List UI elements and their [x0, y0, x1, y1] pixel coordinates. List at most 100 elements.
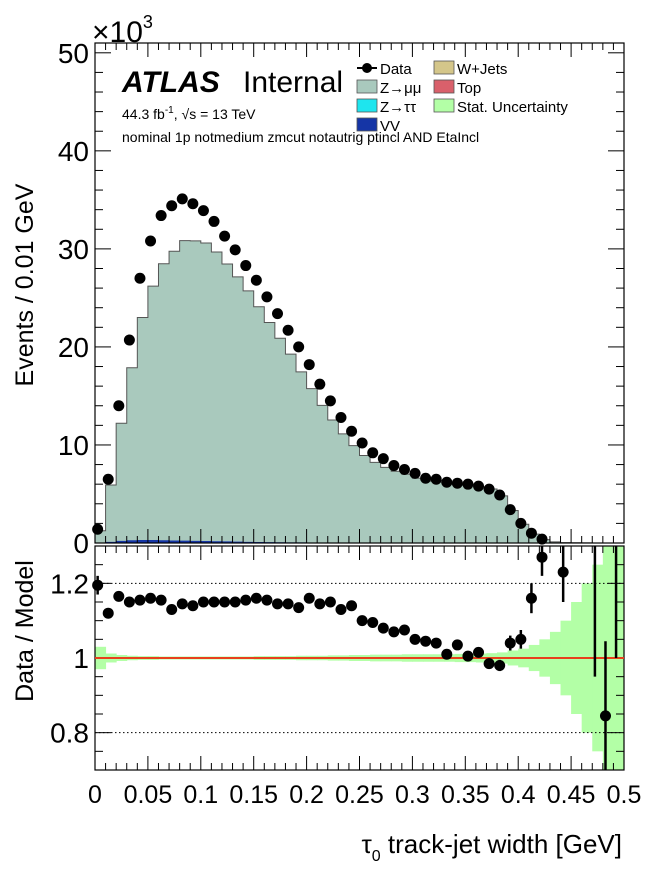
data-point: [420, 472, 432, 484]
data-point: [282, 324, 294, 336]
y-tick-label: 20: [58, 332, 89, 363]
data-point: [515, 517, 527, 529]
legend-label: VV: [380, 118, 400, 135]
y-tick-label: 40: [58, 136, 89, 167]
legend-swatch: [356, 79, 378, 94]
data-point: [229, 244, 241, 256]
data-point: [335, 412, 347, 424]
ratio-point: [250, 592, 262, 604]
legend-swatch: [433, 60, 455, 75]
data-point: [113, 400, 125, 412]
x-tick-label: 0: [88, 781, 102, 809]
ratio-point: [324, 596, 336, 608]
ratio-point: [388, 626, 400, 638]
x-tick-label: 0.35: [441, 781, 490, 809]
ratio-point: [483, 658, 495, 670]
ratio-point: [303, 592, 315, 604]
legend-swatch: [356, 117, 378, 132]
data-point: [409, 467, 421, 479]
ratio-y-axis-title: Data / Model: [11, 560, 39, 702]
data-point: [398, 463, 410, 475]
ratio-point: [282, 598, 294, 610]
ratio-point: [240, 594, 252, 606]
x-tick-label: 0.25: [335, 781, 384, 809]
ratio-point: [409, 633, 421, 645]
x-tick-label: 0.15: [229, 781, 278, 809]
y-tick-label: 10: [58, 430, 89, 461]
data-point: [155, 210, 167, 222]
data-point: [293, 341, 305, 353]
ratio-point: [335, 603, 347, 615]
legend-label: Z→μμ: [380, 80, 421, 97]
data-point: [451, 477, 463, 489]
ratio-y-tick-label: 1.2: [50, 568, 89, 599]
ratio-point: [398, 624, 410, 636]
x-tick-label: 0.4: [501, 781, 536, 809]
x-tick-label: 0.3: [395, 781, 430, 809]
data-point: [441, 476, 453, 488]
legend-label: Data: [380, 61, 412, 78]
main-y-axis-title: Events / 0.01 GeV: [11, 183, 39, 386]
ratio-point: [155, 594, 167, 606]
data-point: [388, 460, 400, 472]
y-exponent-label: ×103: [92, 12, 153, 49]
ratio-point: [536, 551, 548, 563]
x-tick-label: 0.45: [547, 781, 596, 809]
ratio-y-tick-label: 0.8: [50, 718, 89, 749]
data-point: [303, 359, 315, 371]
data-point: [176, 193, 188, 205]
data-point: [219, 230, 231, 242]
data-point: [356, 437, 368, 449]
legend-label: Z→ττ: [380, 99, 416, 116]
ratio-y-tick-label: 1: [73, 643, 89, 674]
legend-label: Top: [457, 80, 481, 97]
data-point: [240, 260, 252, 272]
vv-histogram: [95, 540, 624, 543]
data-point: [525, 527, 537, 539]
legend-swatch: [356, 98, 378, 113]
y-tick-label: 0: [73, 528, 89, 559]
data-point: [250, 274, 262, 286]
luminosity-label: 44.3 fb-1, √s = 13 TeV: [122, 105, 256, 122]
selection-label: nominal 1p notmedium zmcut notautrig pti…: [122, 129, 479, 145]
y-tick-label: 50: [58, 38, 89, 69]
x-tick-label: 0.1: [183, 781, 218, 809]
data-point: [346, 425, 358, 437]
y-tick-label: 30: [58, 234, 89, 265]
data-point: [494, 489, 506, 501]
legend: Data W+Jets Z→μμ Top Z→ττ Stat. Uncertainty VV: [356, 60, 568, 135]
data-point: [102, 473, 114, 485]
ratio-point: [346, 600, 358, 612]
ratio-point: [430, 637, 442, 649]
ratio-point: [515, 633, 527, 645]
ratio-point: [377, 622, 389, 634]
ratio-point: [113, 590, 125, 602]
data-point: [504, 504, 516, 516]
data-point: [187, 198, 199, 210]
ratio-point: [314, 598, 326, 610]
data-point: [314, 378, 326, 390]
ratio-point: [420, 635, 432, 647]
ratio-point: [451, 639, 463, 651]
ratio-point: [367, 617, 379, 629]
ratio-panel-data-points: [92, 546, 618, 770]
ratio-point: [166, 603, 178, 615]
data-point: [324, 395, 336, 407]
ratio-point: [102, 607, 114, 619]
main-panel-histograms: [94, 240, 625, 544]
data-point: [208, 215, 220, 227]
ratio-point: [145, 592, 157, 604]
legend-swatch: [433, 98, 455, 113]
ratio-point: [272, 598, 284, 610]
x-tick-label: 0.05: [124, 781, 173, 809]
data-point: [92, 523, 104, 535]
ratio-point: [229, 596, 241, 608]
main-panel-data-points: [92, 193, 548, 545]
atlas-status-label: Internal: [243, 66, 343, 99]
ratio-point: [356, 615, 368, 627]
ratio-point: [197, 596, 209, 608]
data-point: [483, 483, 495, 495]
data-point: [473, 480, 485, 492]
zmumu-histogram: [94, 240, 625, 544]
ratio-point: [176, 598, 188, 610]
